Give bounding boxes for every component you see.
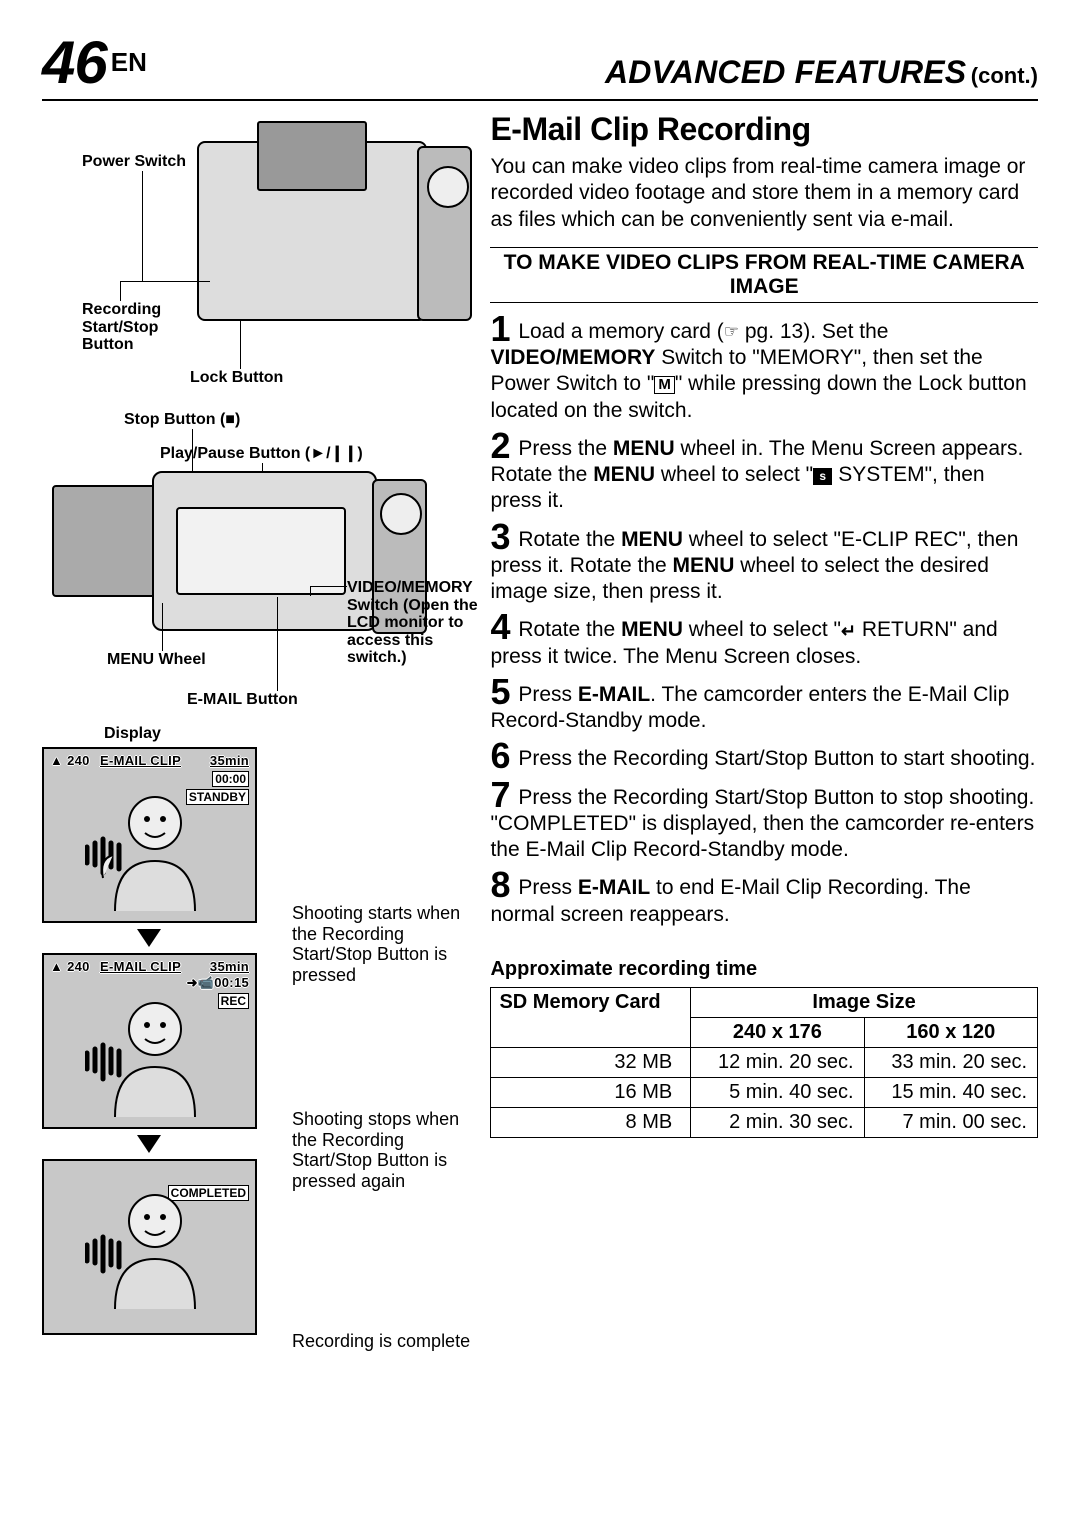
page-header: 46EN ADVANCED FEATURES (cont.) [42,28,1038,101]
camcorder-illustration-top: Power Switch Recording Start/Stop Button… [42,111,478,411]
display-completed: COMPLETED [42,1159,257,1335]
step-8: 8 Press E-MAIL to end E-Mail Clip Record… [490,871,1038,928]
step-1: 1 Load a memory card (☞ pg. 13). Set the… [490,315,1038,424]
table-row: 32 MB 12 min. 20 sec. 33 min. 20 sec. [491,1047,1038,1077]
step-2: 2 Press the MENU wheel in. The Menu Scre… [490,432,1038,515]
step-3: 3 Rotate the MENU wheel to select "E-CLI… [490,523,1038,606]
section-header-block: ADVANCED FEATURES (cont.) [605,54,1038,91]
label-power-switch: Power Switch [82,153,186,171]
caption-complete: Recording is complete [292,1331,482,1352]
label-play-pause-button: Play/Pause Button (►/❙❙) [160,445,363,463]
step-4: 4 Rotate the MENU wheel to select "↵ RET… [490,613,1038,670]
figure-person-icon [85,783,215,913]
osd-clip-label-2: E-MAIL CLIP [100,959,181,974]
col-size-1: 240 x 176 [691,1017,864,1047]
osd-time-remaining-2: 35min [210,959,249,974]
recording-time-table: SD Memory Card Image Size 240 x 176 160 … [490,987,1038,1138]
osd-res-indicator-2: ▲ 240 [50,959,90,974]
col-sd-memory: SD Memory Card [491,987,691,1047]
system-menu-icon: s [813,468,832,485]
page-ref-icon: ☞ [724,321,739,342]
osd-time-remaining-1: 35min [210,753,249,768]
label-video-memory: VIDEO/MEMORY Switch (Open the LCD monito… [347,579,483,667]
label-email-button: E-MAIL Button [187,691,298,709]
label-menu-wheel: MENU Wheel [107,651,206,669]
step-7: 7 Press the Recording Start/Stop Button … [490,781,1038,864]
col-image-size: Image Size [691,987,1038,1017]
label-lock-button: Lock Button [190,369,283,387]
m-mode-icon: M [654,376,675,394]
figure-person-icon [85,989,215,1119]
arrow-down-icon [137,929,161,947]
table-header-row: SD Memory Card Image Size [491,987,1038,1017]
step-5: 5 Press E-MAIL. The camcorder enters the… [490,678,1038,735]
label-rec-start-stop: Recording Start/Stop Button [82,301,172,354]
arrow-down-icon [137,1135,161,1153]
left-column: Power Switch Recording Start/Stop Button… [42,111,478,1335]
return-icon: ↵ [841,620,856,643]
figure-person-icon [85,1181,215,1311]
intro-paragraph: You can make video clips from real-time … [490,154,1038,233]
screen-sequence: Display ▲ 240 E-MAIL CLIP 35min 00:00 ST… [42,725,478,1335]
section-header: ADVANCED FEATURES [605,54,966,90]
page-number-block: 46EN [42,28,147,97]
label-display: Display [104,725,478,743]
osd-res-indicator-1: ▲ 240 [50,753,90,768]
feature-title: E-Mail Clip Recording [490,111,1038,148]
display-rec: ▲ 240 E-MAIL CLIP 35min ➜📹00:15 REC [42,953,257,1129]
caption-start: Shooting starts when the Recording Start… [292,903,482,986]
label-stop-button: Stop Button (■) [124,411,240,429]
page-language: EN [111,47,147,77]
table-caption: Approximate recording time [490,958,1038,981]
page-number: 46 [42,29,107,96]
table-row: 8 MB 2 min. 30 sec. 7 min. 00 sec. [491,1107,1038,1137]
osd-timecode-standby: 00:00 [212,771,249,787]
table-row: 16 MB 5 min. 40 sec. 15 min. 40 sec. [491,1077,1038,1107]
osd-rec: REC [218,993,249,1009]
display-standby: ▲ 240 E-MAIL CLIP 35min 00:00 STANDBY [42,747,257,923]
sub-heading: TO MAKE VIDEO CLIPS FROM REAL-TIME CAMER… [490,247,1038,303]
camcorder-illustration-bottom: Stop Button (■) Play/Pause Button (►/❙❙)… [42,411,478,721]
caption-stop: Shooting stops when the Recording Start/… [292,1109,482,1192]
osd-clip-label-1: E-MAIL CLIP [100,753,181,768]
step-6: 6 Press the Recording Start/Stop Button … [490,742,1038,772]
section-cont: (cont.) [971,63,1038,88]
col-size-2: 160 x 120 [864,1017,1037,1047]
right-column: E-Mail Clip Recording You can make video… [482,111,1038,1335]
